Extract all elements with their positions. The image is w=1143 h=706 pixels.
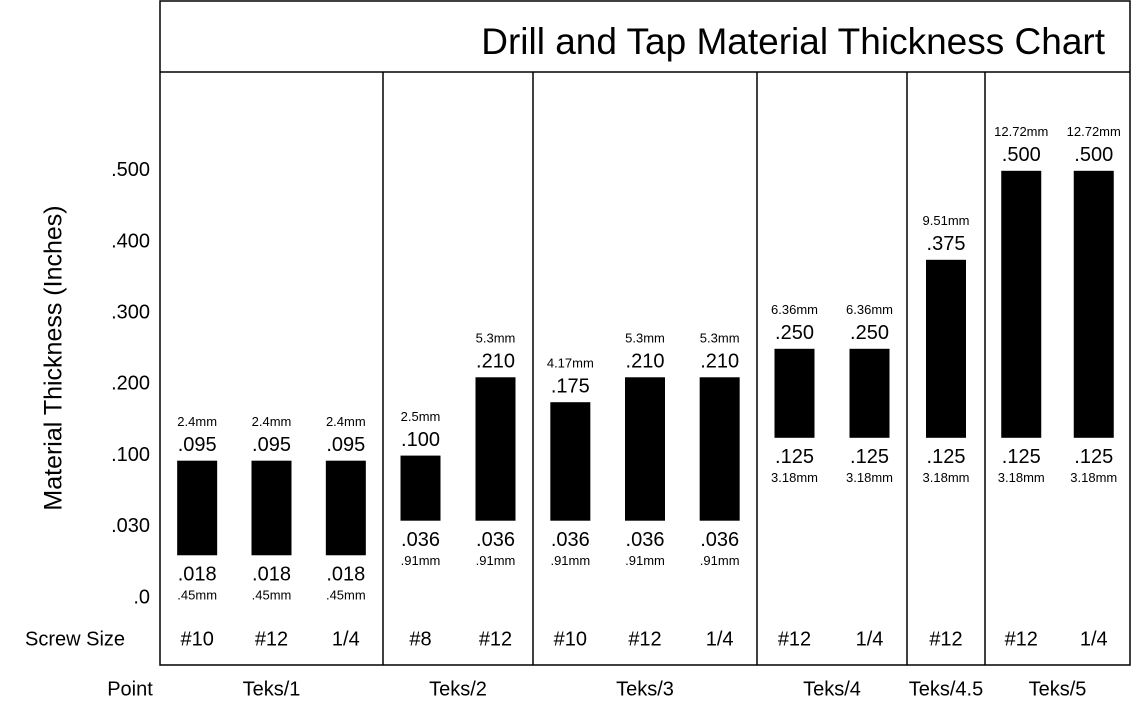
- high-mm-label: 12.72mm: [994, 124, 1048, 139]
- screw-size-label: #12: [1005, 628, 1038, 650]
- high-mm-label: 2.4mm: [326, 414, 366, 429]
- screw-size-label: #12: [778, 628, 811, 650]
- low-mm-label: 3.18mm: [998, 470, 1045, 485]
- y-tick-label: .200: [111, 373, 150, 395]
- high-label: .500: [1074, 144, 1113, 166]
- screw-size-label: #12: [479, 628, 512, 650]
- y-tick-label: .0: [133, 586, 150, 608]
- high-label: .250: [775, 322, 814, 344]
- point-label: Teks/4.5: [909, 678, 983, 700]
- bar: [177, 460, 218, 556]
- low-label: .036: [626, 529, 665, 551]
- low-label: .018: [178, 564, 217, 586]
- chart-title: Drill and Tap Material Thickness Chart: [481, 21, 1105, 62]
- high-label: .210: [476, 351, 515, 373]
- screw-size-label: #12: [929, 628, 962, 650]
- high-mm-label: 6.36mm: [771, 302, 818, 317]
- y-tick-label: .100: [111, 444, 150, 466]
- point-row-label: Point: [107, 678, 153, 700]
- low-mm-label: .91mm: [476, 553, 516, 568]
- y-tick-label: .300: [111, 301, 150, 323]
- screw-size-label: #8: [409, 628, 431, 650]
- point-label: Teks/3: [616, 678, 674, 700]
- screw-size-label: #12: [255, 628, 288, 650]
- bar: [926, 259, 966, 438]
- high-mm-label: 9.51mm: [923, 213, 970, 228]
- high-mm-label: 5.3mm: [625, 331, 665, 346]
- low-mm-label: .45mm: [326, 588, 366, 603]
- low-label: .125: [775, 446, 814, 468]
- low-mm-label: .91mm: [625, 553, 665, 568]
- bar: [625, 377, 665, 521]
- y-tick-label: .030: [111, 515, 150, 537]
- low-label: .125: [927, 446, 966, 468]
- point-label: Teks/4: [803, 678, 861, 700]
- high-mm-label: 4.17mm: [547, 356, 594, 371]
- screw-size-label: 1/4: [332, 628, 360, 650]
- high-label: .095: [178, 434, 217, 456]
- high-mm-label: 2.5mm: [401, 409, 441, 424]
- high-label: .095: [326, 434, 365, 456]
- high-mm-label: 6.36mm: [846, 302, 893, 317]
- point-label: Teks/5: [1029, 678, 1087, 700]
- low-label: .018: [326, 564, 365, 586]
- high-mm-label: 5.3mm: [700, 331, 740, 346]
- bar: [699, 377, 740, 521]
- high-label: .210: [626, 351, 665, 373]
- high-label: .375: [927, 233, 966, 255]
- y-axis-title: Material Thickness (Inches): [40, 205, 68, 510]
- low-mm-label: 3.18mm: [846, 470, 893, 485]
- screw-size-label: 1/4: [1080, 628, 1108, 650]
- bar: [1001, 170, 1042, 438]
- point-label: Teks/2: [429, 678, 487, 700]
- bar: [251, 460, 292, 556]
- low-mm-label: .45mm: [177, 588, 217, 603]
- high-mm-label: 12.72mm: [1067, 124, 1121, 139]
- low-mm-label: .45mm: [252, 588, 292, 603]
- bar: [774, 348, 815, 438]
- low-label: .036: [700, 529, 739, 551]
- y-tick-label: .400: [111, 230, 150, 252]
- bar: [400, 455, 441, 521]
- low-label: .036: [551, 529, 590, 551]
- screw-size-label: 1/4: [856, 628, 884, 650]
- screw-size-label: 1/4: [706, 628, 734, 650]
- bar: [325, 460, 366, 556]
- low-label: .125: [850, 446, 889, 468]
- low-label: .036: [476, 529, 515, 551]
- low-mm-label: 3.18mm: [923, 470, 970, 485]
- screw-size-label: #12: [628, 628, 661, 650]
- bar: [475, 377, 516, 521]
- high-label: .250: [850, 322, 889, 344]
- high-label: .500: [1002, 144, 1041, 166]
- frame: [159, 0, 1131, 666]
- low-mm-label: .91mm: [550, 553, 590, 568]
- high-mm-label: 5.3mm: [476, 331, 516, 346]
- high-label: .210: [700, 351, 739, 373]
- point-label: Teks/1: [243, 678, 301, 700]
- low-mm-label: .91mm: [401, 553, 441, 568]
- high-label: .100: [401, 429, 440, 451]
- size-row-label: Screw Size: [25, 628, 125, 650]
- high-label: .095: [252, 434, 291, 456]
- low-mm-label: 3.18mm: [771, 470, 818, 485]
- low-label: .125: [1074, 446, 1113, 468]
- high-mm-label: 2.4mm: [177, 414, 217, 429]
- high-mm-label: 2.4mm: [252, 414, 292, 429]
- low-label: .018: [252, 564, 291, 586]
- bar: [1073, 170, 1114, 438]
- screw-size-label: #10: [180, 628, 213, 650]
- low-mm-label: 3.18mm: [1070, 470, 1117, 485]
- low-label: .125: [1002, 446, 1041, 468]
- bar: [849, 348, 890, 438]
- bar: [550, 402, 591, 521]
- y-tick-label: .500: [111, 159, 150, 181]
- low-mm-label: .91mm: [700, 553, 740, 568]
- low-label: .036: [401, 529, 440, 551]
- screw-size-label: #10: [554, 628, 587, 650]
- high-label: .175: [551, 375, 590, 397]
